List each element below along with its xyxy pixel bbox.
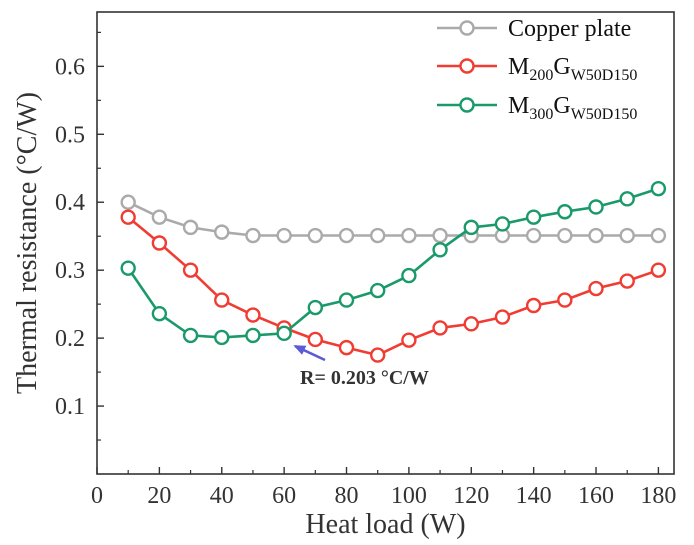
- data-point: [182, 219, 199, 236]
- x-tick-label: 80: [335, 483, 359, 509]
- annotation-label: R= 0.203 °C/W: [300, 367, 429, 389]
- legend-marker: [459, 97, 475, 113]
- legend-item-1: Copper plate: [437, 16, 631, 42]
- y-tick-label: 0.6: [55, 54, 85, 80]
- x-tick-label: 140: [516, 483, 552, 509]
- data-point: [525, 297, 542, 314]
- data-point: [245, 327, 261, 344]
- data-point: [120, 194, 136, 210]
- data-point: [151, 209, 168, 225]
- data-point: [650, 180, 667, 197]
- annotation: R= 0.203 °C/W: [293, 344, 429, 389]
- data-point: [401, 332, 417, 348]
- data-point: [182, 327, 199, 344]
- data-point: [338, 227, 355, 244]
- legend: Copper plate M200GW50D150 M300GW50D150: [437, 16, 637, 123]
- legend-marker: [459, 20, 475, 36]
- legend-marker: [459, 58, 475, 74]
- x-tick-label: 60: [272, 483, 296, 509]
- data-point: [557, 227, 573, 244]
- data-point: [214, 292, 230, 308]
- data-point: [525, 227, 542, 244]
- series-line: [127, 187, 659, 339]
- data-point: [120, 209, 136, 225]
- data-point: [370, 347, 386, 363]
- data-point: [276, 325, 292, 342]
- data-point: [494, 309, 511, 325]
- y-tick-label: 0.1: [55, 394, 85, 420]
- y-tick-label: 0.3: [55, 258, 85, 284]
- data-point: [588, 227, 604, 244]
- data-point: [370, 282, 386, 299]
- data-point: [151, 305, 168, 322]
- x-tick-label: 0: [91, 483, 103, 509]
- x-axis-ticks: 0 20 40 60 80 100 120 140 160 180: [91, 467, 676, 509]
- data-point: [494, 216, 511, 232]
- data-point: [432, 227, 448, 244]
- data-point: [432, 242, 448, 258]
- data-point: [276, 227, 292, 244]
- y-tick-label: 0.4: [55, 190, 85, 216]
- data-point: [619, 227, 635, 244]
- x-tick-label: 100: [391, 483, 427, 509]
- y-tick-label: 0.2: [55, 326, 85, 352]
- y-tick-label: 0.5: [55, 122, 85, 148]
- data-point: [245, 307, 261, 323]
- series-line: [127, 201, 659, 237]
- series-line: [127, 216, 659, 357]
- x-tick-label: 40: [210, 483, 234, 509]
- x-tick-label: 120: [453, 483, 489, 509]
- plot-frame: [96, 11, 675, 475]
- x-axis-title: Heat load (W): [305, 509, 465, 540]
- series-3: [120, 180, 667, 346]
- data-point: [307, 299, 324, 316]
- series-2: [120, 209, 667, 363]
- legend-item-3: M300GW50D150: [437, 93, 637, 123]
- data-point: [650, 262, 667, 278]
- data-point: [338, 292, 355, 308]
- data-point: [619, 273, 635, 289]
- plot-border: [96, 11, 675, 475]
- x-tick-label: 160: [578, 483, 614, 509]
- data-point: [463, 219, 479, 236]
- data-point: [588, 280, 604, 297]
- data-point: [557, 292, 573, 308]
- data-point: [463, 316, 479, 332]
- annotation-arrow: [293, 344, 326, 362]
- data-point: [588, 199, 604, 215]
- legend-label: M200GW50D150: [508, 54, 637, 84]
- y-axis-ticks: 0.1 0.2 0.3 0.4 0.5 0.6: [55, 31, 104, 441]
- y-axis-title: Thermal resistance (°C/W): [12, 92, 43, 394]
- data-point: [557, 204, 573, 220]
- data-point: [182, 262, 199, 278]
- x-tick-label: 180: [640, 483, 676, 509]
- data-point: [214, 329, 230, 346]
- data-point: [619, 191, 635, 207]
- data-point: [370, 227, 386, 244]
- data-point: [401, 267, 417, 284]
- legend-item-2: M200GW50D150: [437, 54, 637, 84]
- legend-label: Copper plate: [508, 16, 631, 42]
- data-point: [432, 320, 448, 336]
- data-point: [401, 227, 417, 244]
- data-point: [307, 227, 324, 244]
- data-point: [650, 227, 667, 244]
- data-point: [120, 260, 136, 276]
- data-point: [307, 331, 324, 348]
- data-point: [214, 224, 230, 240]
- data-point: [245, 227, 261, 244]
- series-lines: [120, 180, 667, 363]
- data-point: [525, 209, 542, 225]
- legend-label: M300GW50D150: [508, 93, 637, 123]
- x-tick-label: 20: [147, 483, 171, 509]
- series-1: [120, 194, 667, 244]
- data-point: [151, 235, 168, 251]
- data-point: [338, 339, 355, 356]
